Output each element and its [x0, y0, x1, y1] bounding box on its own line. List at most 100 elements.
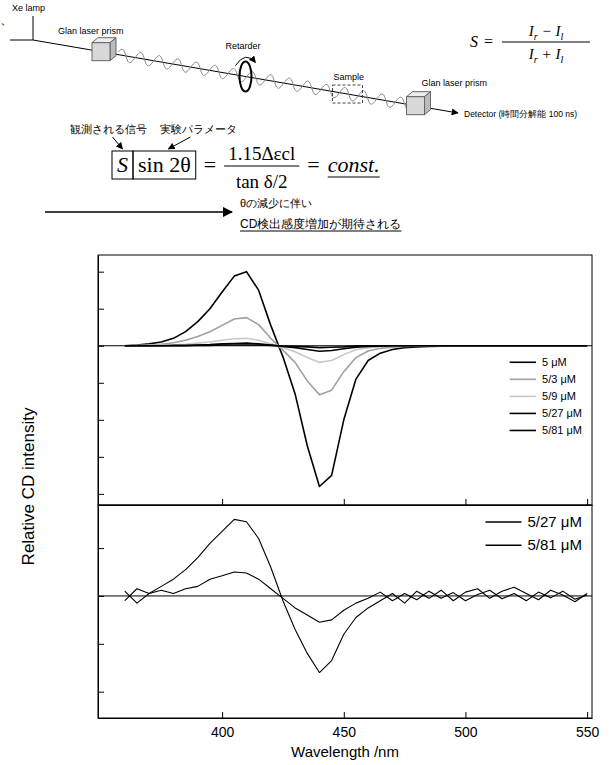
relation: =	[307, 152, 319, 177]
series-line	[125, 343, 587, 351]
series-line	[125, 345, 587, 348]
fraction-bar	[224, 165, 299, 166]
y-tick-mark	[98, 644, 104, 645]
y-tick	[98, 346, 104, 347]
y-axis-line	[98, 506, 99, 719]
legend-swatch	[510, 361, 536, 363]
plot-data	[98, 519, 592, 672]
legend-swatch	[510, 396, 536, 398]
y-tick	[98, 596, 104, 597]
y-tick-mark	[98, 420, 104, 421]
x-tick-mark	[344, 499, 345, 505]
y-tick-mark	[98, 383, 104, 384]
x-tick-mark	[222, 499, 223, 505]
plot-frame	[98, 255, 592, 505]
formula-subscript: l	[560, 54, 563, 65]
formula-denominator: Ir + Il	[528, 46, 564, 65]
denominator: tan δ/2	[236, 171, 288, 192]
y-tick-mark	[98, 548, 104, 549]
x-tick-mark	[465, 499, 466, 505]
relation: =	[204, 152, 216, 177]
corner-mark: 、	[0, 12, 13, 27]
pointer-arrow	[113, 137, 123, 149]
light-beam	[33, 40, 458, 113]
y-axis	[98, 506, 104, 719]
x-tick: 400	[211, 712, 235, 740]
legend-swatch	[486, 544, 522, 546]
legend-item: 5/9 μM	[510, 390, 576, 402]
legend-item: 5 μM	[510, 356, 567, 368]
polarizer-label: Glan laser prism	[58, 26, 124, 36]
legend-item: 5/81 μM	[510, 424, 582, 436]
analyzer-label: Glan laser prism	[422, 78, 488, 88]
legend-swatch	[510, 413, 536, 415]
formula-relation: =	[484, 33, 493, 50]
underline	[240, 231, 401, 232]
legend-item: 5/27 μM	[486, 513, 583, 530]
formula-lhs: S	[470, 33, 478, 50]
legend-label: 5/9 μM	[542, 390, 576, 402]
formula-symbol: +	[538, 46, 556, 62]
x-tick-label: 550	[576, 724, 600, 740]
x-axis-title: Wavelength /nm	[291, 743, 399, 760]
equation: Ssin 2θ=1.15Δεcltan δ/2=const.観測される信号実験パ…	[45, 123, 401, 231]
y-tick	[98, 494, 104, 495]
observed-symbol: S	[117, 152, 128, 177]
prism-front	[92, 43, 110, 61]
parameter-label: 実験パラメータ	[160, 123, 237, 135]
x-tick: 550	[576, 712, 600, 740]
y-tick	[98, 309, 104, 310]
y-tick	[98, 692, 104, 693]
detector-label: Detector (時間分解能 100 ns)	[464, 109, 577, 119]
sample-cell	[333, 85, 363, 103]
legend-item: 5/27 μM	[510, 407, 582, 419]
observed-label: 観測される信号	[70, 123, 147, 135]
legend-item: 5/81 μM	[486, 536, 583, 553]
legend-label: 5/3 μM	[542, 373, 576, 385]
y-axis	[98, 256, 104, 506]
analyzer-prism	[407, 92, 431, 115]
retarder	[240, 62, 252, 92]
plot-frame	[98, 505, 592, 718]
setup-diagram: 、Xe lampGlan laser prismRetarderSampleGl…	[0, 3, 590, 119]
y-tick-mark	[98, 692, 104, 693]
prism-side	[425, 92, 431, 115]
legend-item: 5/3 μM	[510, 373, 576, 385]
x-tick-label: 400	[211, 724, 235, 740]
y-tick	[98, 457, 104, 458]
underline	[328, 176, 380, 177]
y-tick-mark	[98, 494, 104, 495]
axis-gizmo	[33, 16, 34, 40]
parameter-symbol: sin 2θ	[138, 152, 191, 177]
formula-subscript: l	[560, 31, 563, 42]
light-source-label: Xe lamp	[12, 3, 45, 13]
light-wave	[118, 49, 406, 108]
y-tick	[98, 548, 104, 549]
x-tick-mark	[465, 712, 466, 718]
y-tick-mark	[98, 596, 104, 597]
x-tick	[587, 499, 588, 505]
y-axis-title: Relative CD intensity	[19, 407, 38, 565]
legend-label: 5/81 μM	[528, 536, 583, 553]
y-tick	[98, 383, 104, 384]
polarizer-prism	[92, 38, 116, 61]
series-line	[125, 318, 587, 395]
result: const.	[328, 152, 380, 177]
observed-box	[112, 151, 133, 179]
legend-label: 5/81 μM	[542, 424, 582, 436]
y-tick-mark	[98, 457, 104, 458]
x-tick	[222, 499, 223, 505]
axis-gizmo	[10, 40, 33, 41]
note: θの減少に伴い	[240, 197, 312, 209]
parameter-box	[133, 151, 196, 179]
prism-side	[110, 38, 116, 61]
figure: 、Xe lampGlan laser prismRetarderSampleGl…	[0, 0, 609, 765]
legend: 5 μM 5/3 μM 5/9 μM 5/27 μM 5/81 μM	[510, 356, 582, 436]
x-tick	[465, 499, 466, 505]
x-tick-mark	[344, 712, 345, 718]
x-tick-mark	[587, 499, 588, 505]
x-tick	[344, 499, 345, 505]
rotation-arrow	[236, 57, 256, 65]
trend-arrow	[45, 211, 232, 213]
legend-swatch	[486, 521, 522, 523]
